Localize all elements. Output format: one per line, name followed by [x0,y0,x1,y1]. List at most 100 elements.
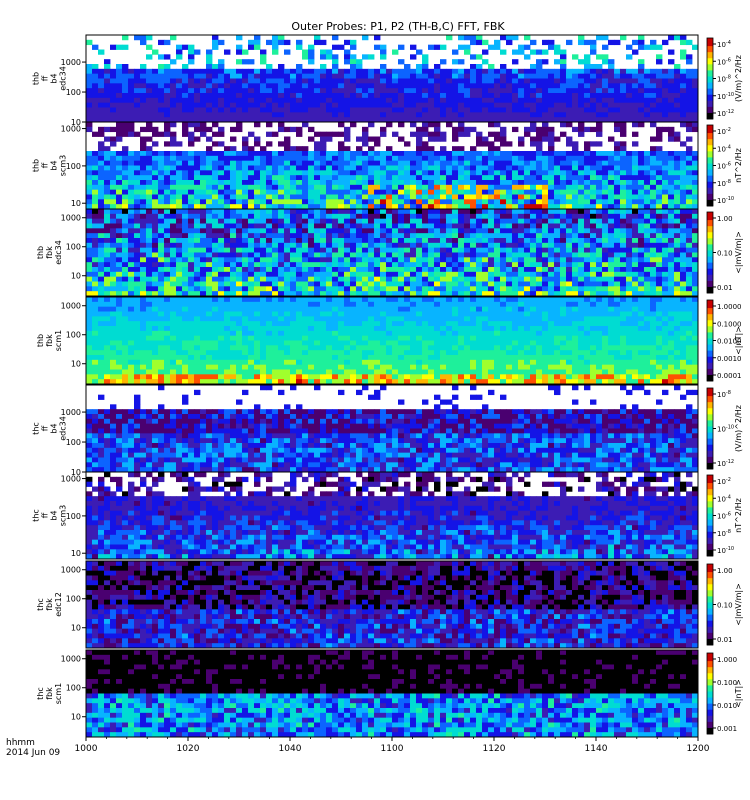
heatmap-cell [128,218,135,224]
heatmap-cell [446,170,453,176]
heatmap-cell [512,73,519,79]
heatmap-cell [392,262,399,268]
heatmap-cell [542,83,549,89]
colorbar-cell [707,203,713,207]
heatmap-cell [686,209,693,215]
heatmap-cell [290,228,297,234]
heatmap-cell [284,233,291,239]
heatmap-cell [98,209,105,215]
heatmap-cell [470,68,477,75]
heatmap-cell [266,107,273,113]
heatmap-cell [626,175,633,181]
heatmap-cell [632,184,639,191]
heatmap-cell [248,223,255,229]
heatmap-cell [230,267,237,273]
heatmap-cell [362,233,369,239]
heatmap-cell [428,267,435,273]
heatmap-cell [122,213,129,220]
heatmap-cell [440,228,447,234]
heatmap-cell [440,262,447,268]
heatmap-cell [236,238,243,244]
heatmap-cell [566,170,573,176]
heatmap-cell [500,117,507,123]
heatmap-cell [194,262,201,268]
heatmap-cell [272,238,279,244]
heatmap-cell [170,204,177,210]
heatmap-cell [500,204,507,210]
heatmap-cell [266,165,273,171]
heatmap-cell [494,228,501,234]
heatmap-cell [644,165,651,171]
heatmap-cell [218,112,225,118]
heatmap-cell [122,160,129,166]
heatmap-cell [650,218,657,224]
heatmap-cell [104,316,111,322]
heatmap-cell [452,194,459,200]
heatmap-cell [302,223,309,229]
heatmap-cell [218,170,225,176]
heatmap-cell [98,194,105,200]
heatmap-cell [578,131,585,137]
heatmap-cell [398,107,405,113]
heatmap-cell [122,170,129,176]
heatmap-cell [650,117,657,123]
heatmap-cell [314,204,321,210]
heatmap-cell [416,175,423,181]
heatmap-cell [680,252,687,258]
heatmap-cell [134,247,141,253]
heatmap-cell [362,286,369,292]
heatmap-cell [350,213,357,220]
heatmap-cell [362,276,369,282]
heatmap-cell [344,262,351,268]
heatmap-cell [662,218,669,224]
heatmap-cell [308,117,315,123]
heatmap-cell [674,78,681,84]
heatmap-cell [338,252,345,258]
heatmap-cell [422,151,429,157]
heatmap-cell [446,189,453,195]
heatmap-cell [92,306,99,312]
heatmap-cell [560,262,567,268]
heatmap-cell [344,281,351,287]
heatmap-cell [140,165,147,171]
heatmap-cell [578,175,585,181]
panel-label-line: b4 [50,160,59,170]
heatmap-cell [494,122,501,128]
heatmap-cell [500,242,507,249]
heatmap-cell [362,252,369,258]
heatmap-cell [536,184,543,191]
heatmap-cell [356,83,363,89]
heatmap-cell [134,257,141,263]
heatmap-cell [104,175,111,181]
heatmap-cell [398,257,405,263]
heatmap-cell [350,83,357,89]
heatmap-cell [110,350,117,356]
heatmap-cell [662,78,669,84]
colorbar-label: nT^2/Hz [734,148,743,183]
heatmap-cell [266,276,273,282]
heatmap-cell [632,78,639,84]
heatmap-cell [416,252,423,258]
heatmap-cell [626,189,633,195]
heatmap-cell [452,107,459,113]
heatmap-cell [224,223,231,229]
heatmap-cell [278,252,285,258]
heatmap-cell [332,131,339,137]
heatmap-cell [404,252,411,258]
heatmap-cell [614,97,621,104]
heatmap-cell [398,281,405,287]
heatmap-cell [392,93,399,99]
heatmap-cell [524,93,531,99]
heatmap-cell [152,276,159,282]
heatmap-cell [128,291,135,297]
heatmap-cell [200,175,207,181]
heatmap-cell [98,126,105,133]
heatmap-cell [362,131,369,137]
heatmap-cell [476,68,483,75]
heatmap-cell [608,228,615,234]
heatmap-cell [578,68,585,75]
heatmap-cell [266,180,273,186]
heatmap-cell [116,340,123,346]
heatmap-cell [386,184,393,191]
colorbar-tick-label: 10-8 [717,179,731,188]
